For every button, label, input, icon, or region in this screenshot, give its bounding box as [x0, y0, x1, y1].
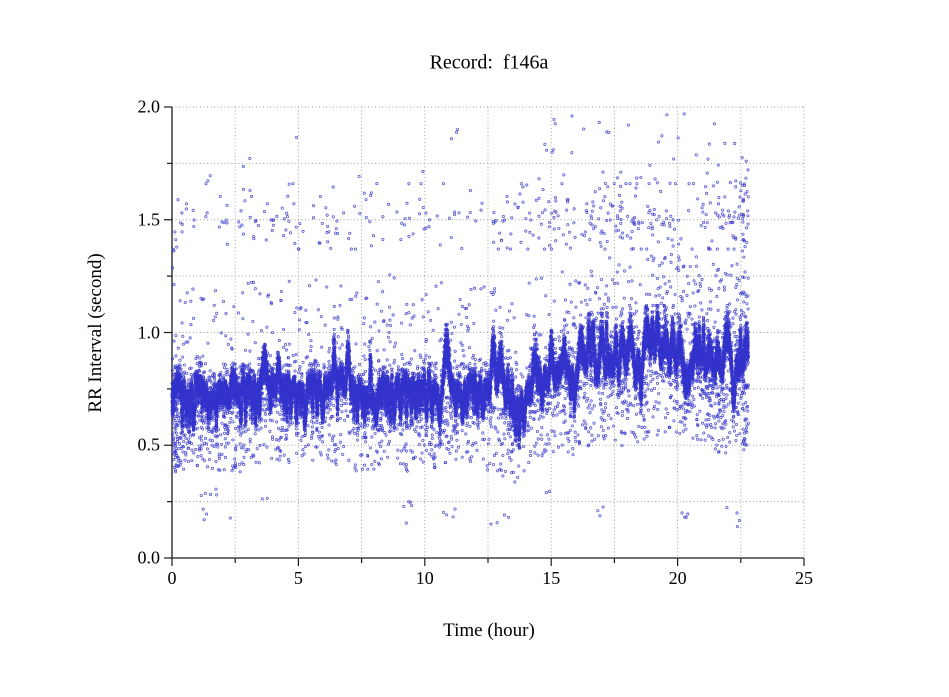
y-tick-label: 0.5 — [137, 434, 161, 455]
x-tick-label: 20 — [668, 568, 687, 588]
y-tick-label: 1.5 — [137, 209, 161, 230]
x-tick-label: 5 — [293, 568, 303, 588]
y-tick-label: 1.0 — [137, 322, 161, 342]
x-tick-label: 10 — [415, 568, 434, 588]
x-tick-label: 25 — [795, 568, 813, 588]
x-tick-label: 15 — [542, 568, 561, 588]
y-tick-label: 0.0 — [137, 547, 161, 568]
x-tick-label: 0 — [167, 568, 177, 588]
y-tick-label: 2.0 — [137, 96, 161, 117]
